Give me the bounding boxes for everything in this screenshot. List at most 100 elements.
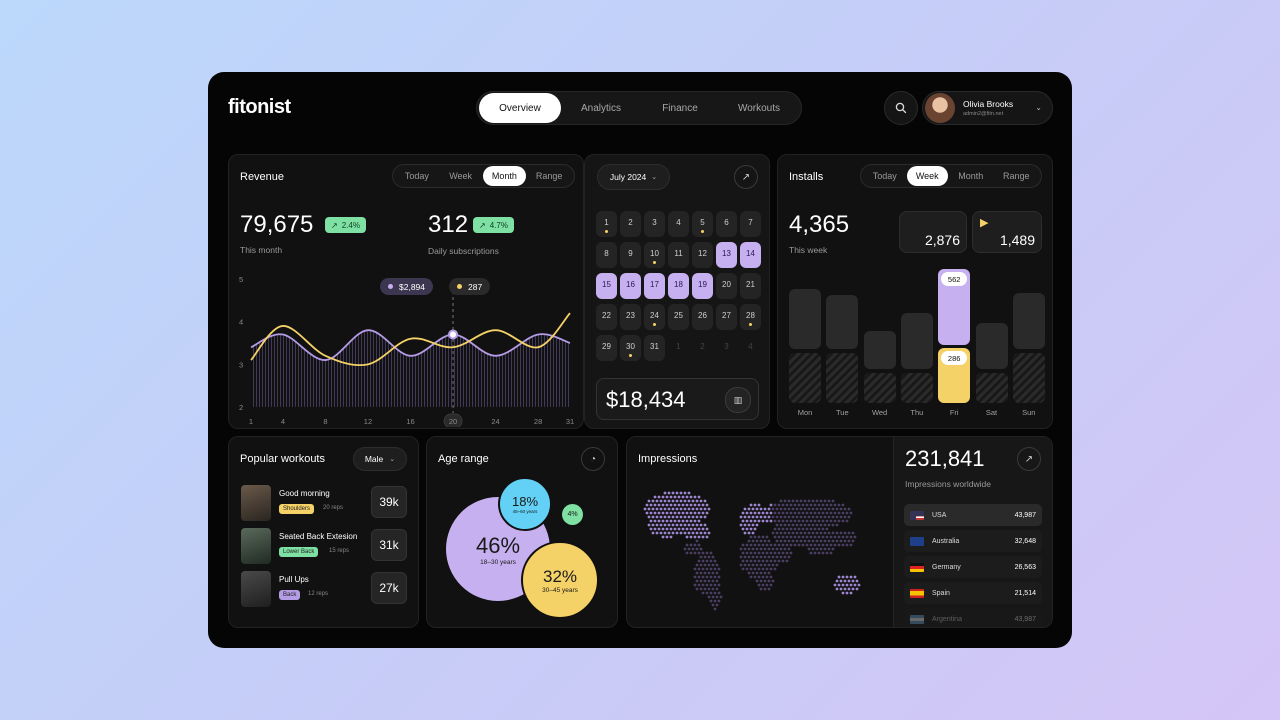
map-dot <box>847 515 851 519</box>
month-picker[interactable]: July 2024 ⌄ <box>597 164 670 190</box>
calendar-day[interactable]: 10 <box>644 242 665 268</box>
map-dot <box>773 559 777 563</box>
y-tick-label: 4 <box>239 318 243 327</box>
calendar-day[interactable]: 8 <box>596 242 617 268</box>
installs-bar[interactable] <box>789 289 821 349</box>
installs-day-label: Sun <box>1022 408 1036 417</box>
tab-workouts[interactable]: Workouts <box>737 102 781 114</box>
map-dot <box>665 535 669 539</box>
map-dot <box>811 507 815 511</box>
map-dot <box>841 591 845 595</box>
map-dot <box>705 559 709 563</box>
installs-day-label: Sat <box>985 408 998 417</box>
installs-range-range[interactable]: Range <box>1002 171 1030 181</box>
map-dot <box>679 499 683 503</box>
revenue-tooltip-value: $2,894 <box>399 281 425 292</box>
calendar-day[interactable]: 22 <box>596 304 617 330</box>
installs-range-month[interactable]: Month <box>958 171 984 181</box>
map-dot <box>695 547 699 551</box>
country-row[interactable]: Germany 26,563 <box>904 556 1042 578</box>
calendar-day[interactable]: 21 <box>740 273 761 299</box>
map-dot <box>707 595 711 599</box>
revenue-range-range[interactable]: Range <box>535 171 563 181</box>
workout-row[interactable]: Seated Back Extesion Lower Back 15 reps … <box>241 526 407 566</box>
tab-analytics[interactable]: Analytics <box>580 102 621 114</box>
impressions-expand-button[interactable]: ↗ <box>1017 447 1041 471</box>
country-row[interactable]: Spain 21,514 <box>904 582 1042 604</box>
calendar-day[interactable]: 7 <box>740 211 761 237</box>
search-button[interactable] <box>884 91 918 125</box>
gender-filter[interactable]: Male ⌄ <box>353 447 407 471</box>
tab-overview[interactable]: Overview <box>479 93 561 123</box>
map-dot <box>849 583 853 587</box>
calendar-day[interactable]: 18 <box>668 273 689 299</box>
installs-bar[interactable] <box>826 295 859 349</box>
country-row[interactable]: Australia 32,648 <box>904 530 1042 552</box>
calendar-day[interactable]: 17 <box>644 273 665 299</box>
map-dot <box>819 523 823 527</box>
calendar-day[interactable]: 12 <box>692 242 713 268</box>
chart-button[interactable]: ▥ <box>725 387 751 413</box>
revenue-range-week[interactable]: Week <box>449 171 473 181</box>
calendar-expand-button[interactable]: ↗ <box>734 165 758 189</box>
calendar-day[interactable]: 11 <box>668 242 689 268</box>
calendar-day[interactable]: 26 <box>692 304 713 330</box>
installs-bar[interactable] <box>900 313 933 369</box>
map-dot <box>799 515 803 519</box>
calendar-day[interactable]: 30 <box>620 335 641 361</box>
calendar-day[interactable]: 3 <box>644 211 665 237</box>
installs-range-week[interactable]: Week <box>906 166 949 186</box>
app-logo: fitonist <box>228 96 291 118</box>
workout-row[interactable]: Good morning Shoulders 20 reps 39k <box>241 483 407 523</box>
map-dot <box>761 511 765 515</box>
calendar-day[interactable]: 6 <box>716 211 737 237</box>
installs-bar[interactable] <box>863 331 896 369</box>
calendar-day[interactable]: 15 <box>596 273 617 299</box>
age-range-options-button[interactable]: ◔ <box>581 447 605 471</box>
calendar-total: $18,434 <box>606 387 686 412</box>
installs-bar[interactable] <box>1012 293 1045 349</box>
map-dot <box>751 539 755 543</box>
calendar-day[interactable]: 23 <box>620 304 641 330</box>
tooltip-dot <box>457 284 462 289</box>
calendar-day[interactable]: 4 <box>668 211 689 237</box>
revenue-range-today[interactable]: Today <box>404 171 429 181</box>
country-row[interactable]: USA 43,987 <box>904 504 1042 526</box>
installs-bar-ios[interactable]: 562 <box>938 269 971 345</box>
map-dot <box>679 515 683 519</box>
map-dot <box>785 511 789 515</box>
calendar-day[interactable]: 1 <box>596 211 617 237</box>
workout-row[interactable]: Pull Ups Back 12 reps 27k <box>241 569 407 609</box>
calendar-day[interactable]: 16 <box>620 273 641 299</box>
calendar-day[interactable]: 29 <box>596 335 617 361</box>
calendar-day[interactable]: 13 <box>716 242 737 268</box>
revenue-range-month[interactable]: Month <box>482 166 527 186</box>
calendar-day[interactable]: 31 <box>644 335 665 361</box>
map-dot <box>837 503 841 507</box>
calendar-day[interactable]: 25 <box>668 304 689 330</box>
installs-bar[interactable] <box>975 323 1008 369</box>
calendar-day[interactable]: 28 <box>740 304 761 330</box>
calendar-day[interactable]: 5 <box>692 211 713 237</box>
map-dot <box>835 579 839 583</box>
calendar-day[interactable]: 14 <box>740 242 761 268</box>
calendar-day[interactable]: 20 <box>716 273 737 299</box>
calendar-day[interactable]: 19 <box>692 273 713 299</box>
tab-finance[interactable]: Finance <box>662 102 698 114</box>
installs-bar-android[interactable]: 286 <box>938 348 971 403</box>
map-dot <box>755 571 759 575</box>
country-row[interactable]: Argentina 43,987 <box>904 608 1042 627</box>
map-dot <box>805 535 809 539</box>
calendar-day[interactable]: 27 <box>716 304 737 330</box>
map-dot <box>651 515 655 519</box>
installs-range-today[interactable]: Today <box>872 171 897 181</box>
map-dot <box>703 555 707 559</box>
user-profile-menu[interactable]: Olivia Brooks admin2@fitn.net ⌄ <box>922 91 1053 125</box>
map-dot <box>759 547 763 551</box>
calendar-day[interactable]: 24 <box>644 304 665 330</box>
calendar-day[interactable]: 9 <box>620 242 641 268</box>
map-dot <box>789 503 793 507</box>
calendar-day[interactable]: 2 <box>620 211 641 237</box>
map-dot <box>755 579 759 583</box>
map-dot <box>747 531 751 535</box>
